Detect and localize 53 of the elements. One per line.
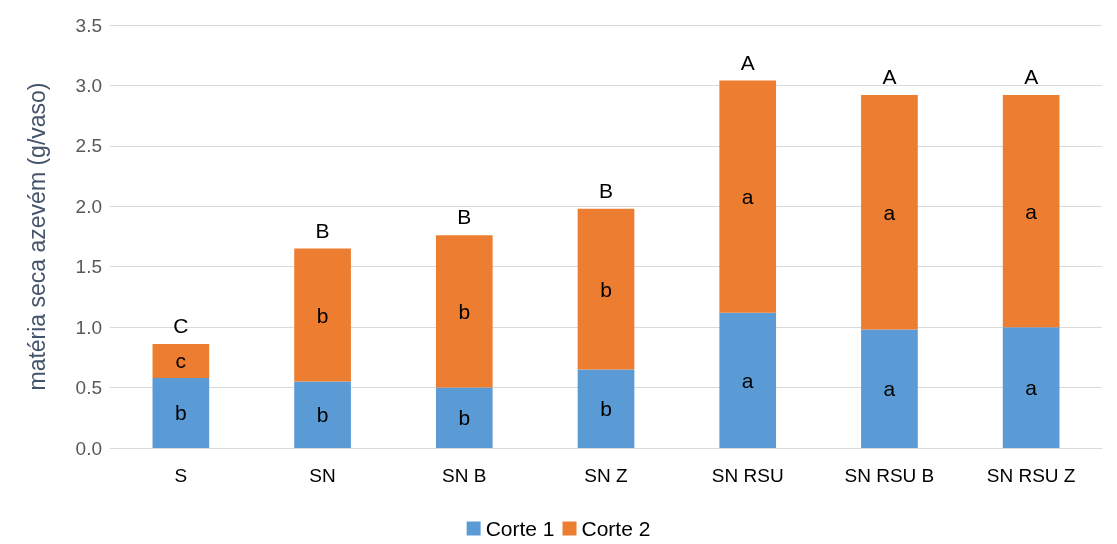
data-label: b (600, 397, 612, 421)
data-label: a (741, 368, 754, 392)
legend-label: Corte 1 (485, 517, 555, 540)
x-tick-label: SN Z (584, 465, 629, 486)
data-label: b (316, 303, 329, 327)
data-label: a (883, 200, 896, 224)
annotation: B (457, 205, 472, 229)
data-label: b (316, 403, 329, 427)
y-tick-label: 0.5 (75, 377, 102, 399)
bar (435, 235, 493, 388)
annotation: A (740, 50, 755, 74)
data-label: b (458, 406, 471, 430)
x-tick-label: SN RSU Z (986, 465, 1076, 486)
annotation: C (173, 314, 189, 338)
y-tick-label: 2.5 (75, 135, 102, 157)
annotation: A (882, 65, 897, 89)
annotation: B (315, 218, 330, 242)
y-tick-label: 2.0 (75, 195, 102, 217)
annotation: B (598, 178, 614, 202)
bar (435, 387, 493, 448)
data-label: a (741, 185, 754, 209)
bar (152, 377, 210, 448)
bar (719, 312, 777, 448)
y-tick-label: 3.5 (75, 14, 102, 36)
bar (152, 344, 210, 378)
data-label: b (600, 277, 612, 301)
data-label: a (1025, 376, 1038, 400)
data-label: a (883, 377, 896, 401)
x-tick-label: SN RSU B (844, 465, 935, 486)
data-label: a (1025, 199, 1038, 223)
legend-label: Corte 2 (581, 517, 651, 540)
bar (294, 381, 351, 448)
x-tick-label: SN RSU (711, 465, 784, 486)
y-tick-label: 1.0 (75, 316, 102, 338)
data-label: b (175, 401, 187, 425)
annotation: A (1024, 65, 1039, 89)
data-label: c (175, 349, 187, 373)
y-tick-label: 0.0 (75, 437, 102, 459)
bar (719, 80, 777, 313)
bar (861, 95, 918, 330)
data-label: b (458, 299, 471, 323)
bar (861, 329, 918, 448)
bar (577, 208, 635, 370)
bar (294, 248, 351, 382)
y-axis-title: matéria seca azevém (g/vaso) (23, 82, 50, 391)
bar (1002, 327, 1060, 448)
bar (577, 369, 635, 448)
y-tick-label: 1.5 (75, 256, 102, 278)
y-tick-label: 3.0 (75, 74, 102, 96)
x-tick-label: SN (309, 465, 336, 486)
x-tick-label: SN B (442, 465, 487, 486)
x-tick-label: S (174, 465, 188, 486)
bar (1002, 95, 1060, 328)
